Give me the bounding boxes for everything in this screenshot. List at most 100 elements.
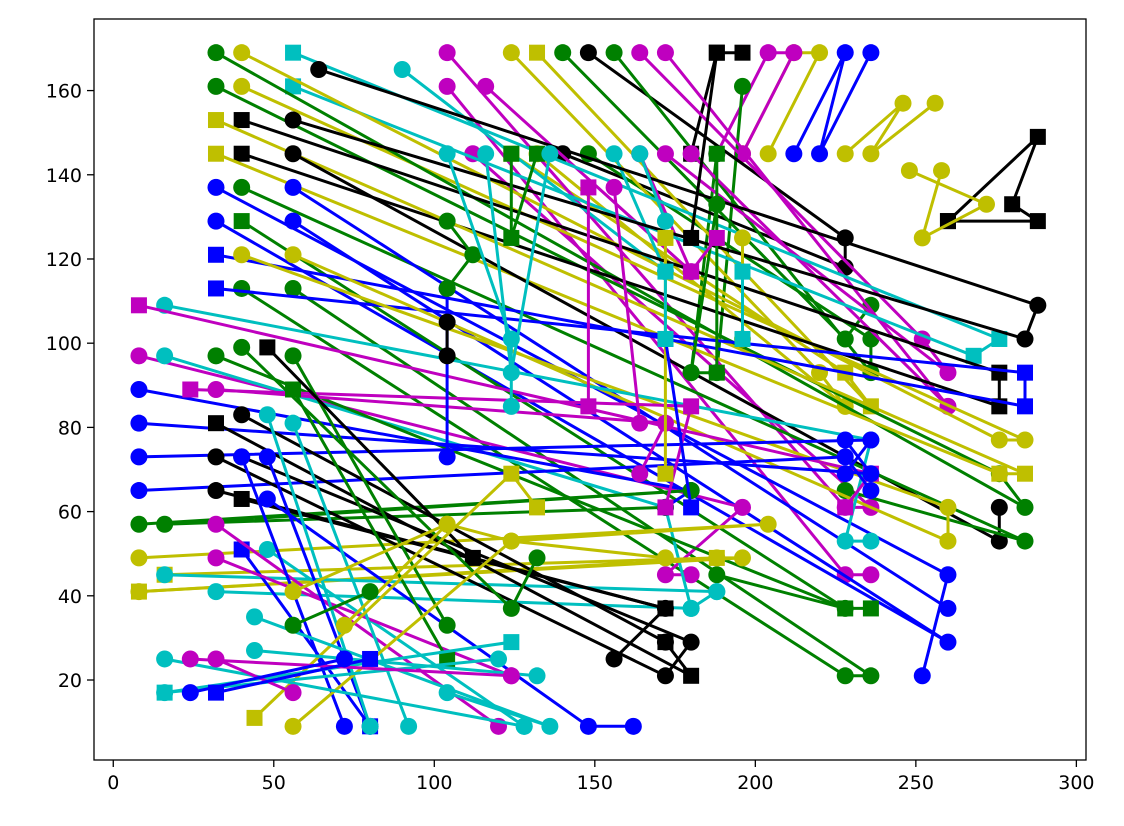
data-point	[438, 145, 456, 163]
data-point	[657, 263, 674, 280]
data-point	[490, 650, 508, 668]
data-point	[734, 44, 751, 61]
series-22	[284, 61, 1047, 348]
data-point	[580, 398, 597, 415]
data-point	[207, 145, 224, 162]
data-point	[207, 178, 225, 196]
data-point	[246, 709, 263, 726]
data-point	[207, 482, 225, 500]
data-point	[836, 448, 854, 466]
data-point	[541, 717, 559, 735]
data-point	[502, 599, 520, 617]
series-line	[265, 455, 372, 728]
data-point	[682, 364, 700, 382]
series-41	[130, 431, 880, 483]
data-point	[631, 465, 649, 483]
data-point	[285, 44, 302, 61]
data-point	[400, 717, 418, 735]
data-point	[836, 599, 854, 617]
data-point	[130, 583, 147, 600]
data-point	[811, 44, 829, 62]
data-point	[631, 44, 649, 62]
data-point	[656, 145, 674, 163]
data-point	[284, 145, 302, 163]
series-line	[843, 101, 937, 156]
data-point	[233, 448, 251, 466]
series-line	[715, 51, 796, 156]
data-point	[438, 212, 456, 230]
y-tick-label: 80	[58, 417, 82, 439]
data-point	[759, 515, 777, 533]
data-point	[733, 498, 751, 516]
data-point	[759, 44, 777, 62]
data-point	[207, 280, 224, 297]
data-point	[862, 482, 880, 500]
data-point	[284, 717, 302, 735]
series-line	[265, 345, 475, 560]
data-point	[503, 465, 520, 482]
series-73	[156, 650, 533, 735]
data-point	[624, 717, 642, 735]
data-point	[284, 111, 302, 129]
data-point	[438, 684, 456, 702]
series-76	[246, 642, 546, 685]
series-line	[214, 556, 513, 678]
series-line	[291, 421, 411, 728]
y-tick-label: 140	[46, 165, 82, 187]
data-point	[656, 566, 674, 584]
data-point	[258, 490, 276, 508]
series-84	[438, 212, 482, 297]
data-point	[734, 330, 751, 347]
data-point	[990, 532, 1008, 550]
data-point	[1029, 128, 1046, 145]
data-point	[284, 212, 302, 230]
series-line	[907, 169, 988, 240]
data-point	[926, 94, 944, 112]
series-99	[683, 229, 725, 280]
data-point	[182, 381, 199, 398]
data-point	[1016, 532, 1034, 550]
data-point	[130, 381, 148, 398]
data-point	[682, 566, 700, 584]
data-point	[605, 44, 623, 62]
data-point	[708, 145, 725, 162]
data-point	[977, 195, 995, 213]
data-point	[502, 44, 520, 62]
y-tick-label: 40	[58, 586, 82, 608]
data-point	[785, 145, 803, 163]
data-point	[528, 549, 546, 567]
series-32	[207, 246, 1034, 415]
data-point	[438, 313, 456, 331]
data-point	[233, 490, 250, 507]
data-point	[734, 263, 751, 280]
series-line	[638, 152, 667, 223]
series-1	[900, 162, 995, 247]
y-tick-label: 100	[46, 333, 82, 355]
data-point	[335, 616, 353, 634]
series-42	[130, 448, 880, 500]
data-point	[708, 566, 726, 584]
data-point	[284, 684, 302, 702]
data-point	[130, 414, 148, 432]
data-point	[246, 642, 264, 660]
series-line	[163, 657, 526, 728]
data-point	[656, 44, 674, 62]
series-83	[438, 313, 456, 365]
data-point	[503, 634, 520, 651]
data-point	[1017, 364, 1034, 381]
series-88	[580, 179, 597, 415]
data-point	[1029, 213, 1046, 230]
data-point	[1017, 465, 1034, 482]
data-point	[837, 499, 854, 516]
series-60	[258, 490, 642, 735]
data-point	[991, 364, 1008, 381]
series-63	[284, 414, 418, 735]
data-point	[862, 566, 880, 584]
data-point	[233, 112, 250, 129]
series-24	[207, 112, 1034, 482]
series-47	[156, 566, 726, 601]
x-tick-label: 150	[577, 772, 613, 794]
data-point	[438, 44, 456, 62]
x-tick-label: 200	[737, 772, 773, 794]
